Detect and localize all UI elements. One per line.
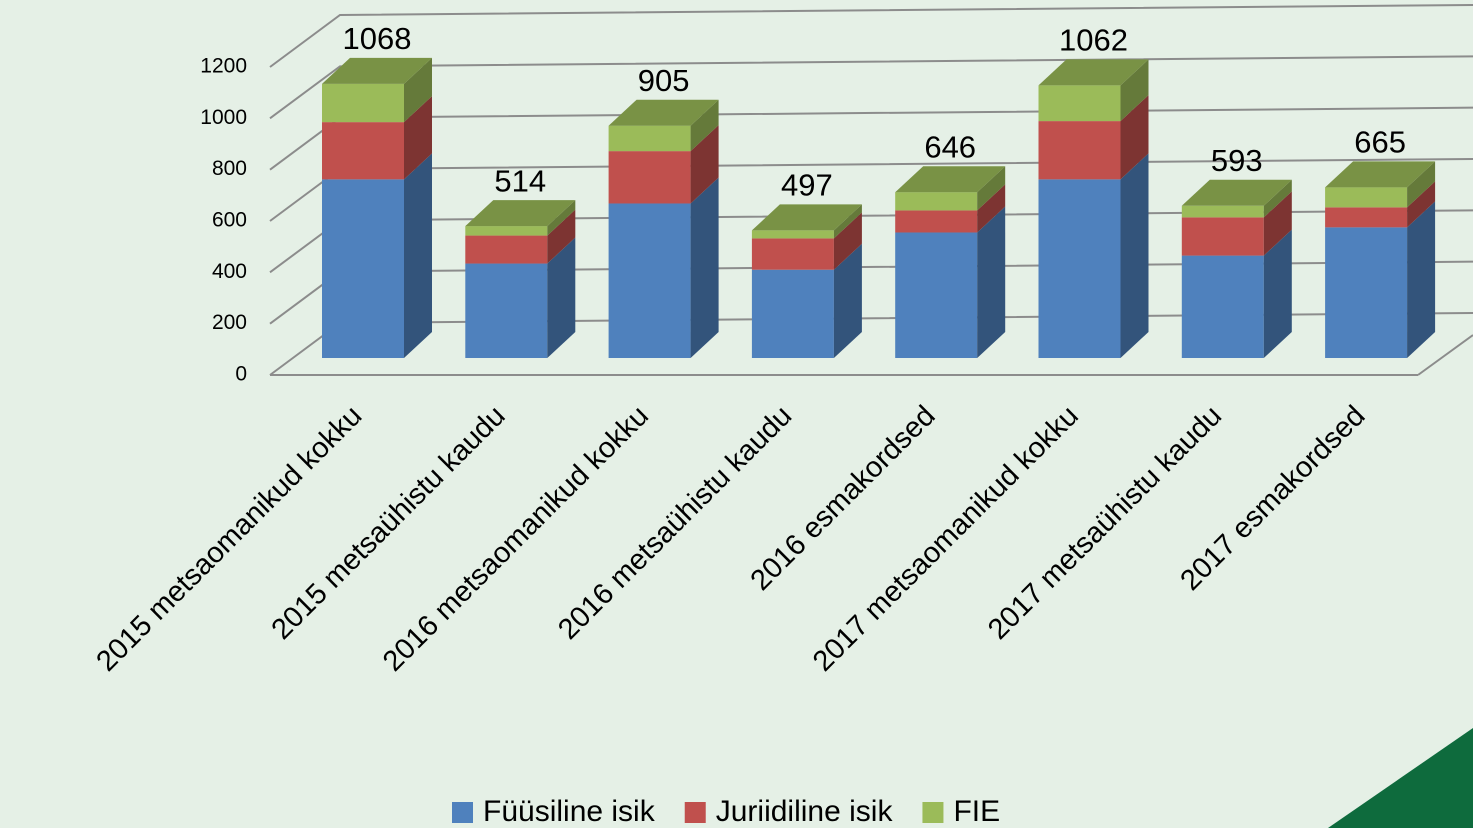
bar-segment <box>465 226 548 236</box>
legend-label: Juriidiline isik <box>716 795 894 828</box>
bar-segment <box>895 210 978 233</box>
bar-segment <box>465 235 548 264</box>
x-tick-label: 2017 metsaühistu kaudu <box>982 400 1228 646</box>
floor-edge <box>1417 334 1473 376</box>
bar-top <box>895 166 1006 193</box>
bar-segment <box>895 232 978 358</box>
bar-side <box>690 99 719 152</box>
bar-segment <box>322 83 404 123</box>
bar-top <box>1038 59 1149 86</box>
bar-segment <box>895 192 978 211</box>
bar-side <box>977 184 1006 233</box>
bar-side <box>1120 95 1149 180</box>
bar-segment <box>1181 205 1264 218</box>
x-tick-label: 2015 metsaühistu kaudu <box>266 400 512 646</box>
bar-side <box>833 243 862 358</box>
bar-segment <box>608 151 691 204</box>
legend: Füüsiline isik Juriidiline isik FIE <box>452 795 1000 828</box>
bar-segment <box>1325 187 1408 208</box>
bar-side <box>1407 161 1436 208</box>
legend-swatch <box>922 802 944 823</box>
x-tick-label: 2015 metsaomanikud kokku <box>90 400 368 678</box>
bar-segment <box>1325 207 1408 228</box>
y-tick-label: 200 <box>212 311 247 334</box>
bar-segment <box>322 122 404 180</box>
y-tick-label: 1200 <box>200 55 247 78</box>
bar-segment <box>751 238 834 270</box>
bar-side <box>1263 191 1292 256</box>
bar-side <box>690 125 719 204</box>
bar-side <box>833 212 862 270</box>
bar-side <box>977 166 1006 211</box>
legend-label: Füüsiline isik <box>483 795 656 828</box>
total-label: 1068 <box>343 21 412 56</box>
bar-top <box>1325 161 1436 188</box>
corner-decoration <box>1328 728 1473 828</box>
bar-side <box>1120 153 1149 358</box>
bar-side <box>547 237 576 358</box>
bar-side <box>404 57 432 123</box>
grid-line <box>269 4 1473 68</box>
bar-side <box>1263 229 1292 358</box>
total-label: 1062 <box>1059 23 1128 58</box>
total-label: 593 <box>1211 143 1263 178</box>
total-label: 646 <box>924 129 976 164</box>
bar-side <box>977 206 1006 358</box>
bar-top <box>322 57 432 84</box>
bar-segment <box>322 179 404 358</box>
x-tick-label: 2016 metsaomanikud kokku <box>377 400 655 678</box>
bar-segment <box>608 203 691 358</box>
bar-top <box>1181 179 1292 206</box>
bar-top <box>608 99 719 126</box>
bar-segment <box>1038 85 1121 122</box>
bar-segment <box>1181 255 1264 358</box>
bar-segment <box>1038 121 1121 180</box>
bar-side <box>1407 201 1436 358</box>
bar-segment <box>1181 217 1264 256</box>
total-label: 905 <box>638 63 690 98</box>
y-tick-label: 400 <box>212 260 247 283</box>
legend-swatch <box>684 802 706 823</box>
bar-side <box>1407 181 1436 228</box>
bar-side <box>547 200 576 236</box>
bar-segment <box>751 269 834 358</box>
bar-side <box>690 177 719 358</box>
x-tick-label: 2017 metsaomanikud kokku <box>807 400 1085 678</box>
bar-top <box>751 204 862 231</box>
bar-side <box>547 209 576 264</box>
legend-swatch <box>452 802 473 823</box>
x-tick-label: 2016 metsaühistu kaudu <box>552 400 798 646</box>
y-tick-label: 0 <box>235 363 247 386</box>
total-label: 514 <box>494 163 546 198</box>
bar-segment <box>608 125 691 152</box>
grid-line <box>269 312 1473 376</box>
bar-segment <box>1038 179 1121 358</box>
bar-segment <box>751 230 834 239</box>
bar-side <box>1263 179 1292 218</box>
y-tick-label: 800 <box>212 157 247 180</box>
bar-top <box>465 200 576 227</box>
y-tick-label: 600 <box>212 209 247 232</box>
bar-side <box>1120 59 1149 122</box>
bar-side <box>404 96 432 180</box>
y-tick-label: 1000 <box>200 106 247 129</box>
legend-label: FIE <box>953 795 1000 828</box>
bar-side <box>404 153 432 358</box>
total-label: 665 <box>1354 125 1406 160</box>
bar-segment <box>1325 227 1408 358</box>
bar-segment <box>465 263 548 358</box>
total-label: 497 <box>781 168 833 203</box>
bar-side <box>833 204 862 239</box>
